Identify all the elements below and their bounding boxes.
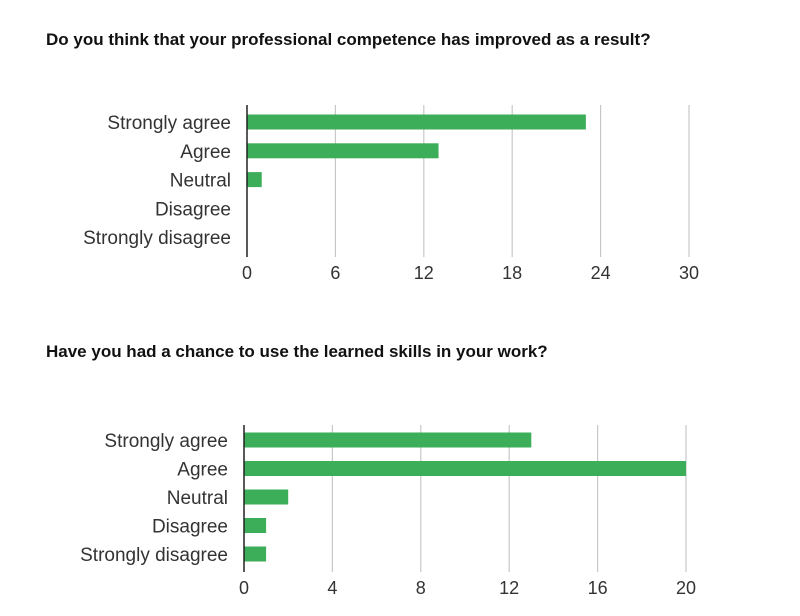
category-label: Strongly disagree [83, 228, 231, 249]
bar [247, 172, 262, 188]
bar [244, 518, 267, 533]
tick-label: 0 [242, 263, 252, 283]
bar [247, 114, 586, 130]
category-label: Strongly agree [107, 113, 231, 134]
tick-label: 30 [679, 263, 699, 283]
category-label: Agree [180, 142, 231, 163]
bar [244, 489, 289, 505]
tick-label: 12 [414, 263, 434, 283]
bar [244, 546, 267, 562]
chart-title: Have you had a chance to use the learned… [46, 342, 548, 361]
chart-title: Do you think that your professional comp… [46, 30, 651, 49]
category-label: Neutral [170, 171, 231, 192]
tick-label: 4 [327, 578, 337, 598]
tick-label: 0 [239, 578, 249, 598]
category-label: Agree [177, 460, 228, 481]
bar [244, 432, 532, 448]
tick-label: 18 [502, 263, 522, 283]
chart-competence: Do you think that your professional comp… [0, 0, 800, 300]
tick-label: 16 [588, 578, 608, 598]
category-label: Strongly agree [104, 431, 228, 452]
tick-label: 8 [416, 578, 426, 598]
category-label: Neutral [167, 488, 228, 509]
tick-label: 12 [499, 578, 519, 598]
category-label: Disagree [155, 199, 231, 220]
tick-label: 6 [330, 263, 340, 283]
tick-label: 24 [591, 263, 611, 283]
category-label: Strongly disagree [80, 545, 228, 566]
category-label: Disagree [152, 517, 228, 538]
bar [244, 461, 686, 476]
bar [247, 143, 439, 159]
bar-chart-competence: Strongly agree Agree Neutral Disagree Strong… [83, 105, 699, 283]
tick-label: 20 [676, 578, 696, 598]
